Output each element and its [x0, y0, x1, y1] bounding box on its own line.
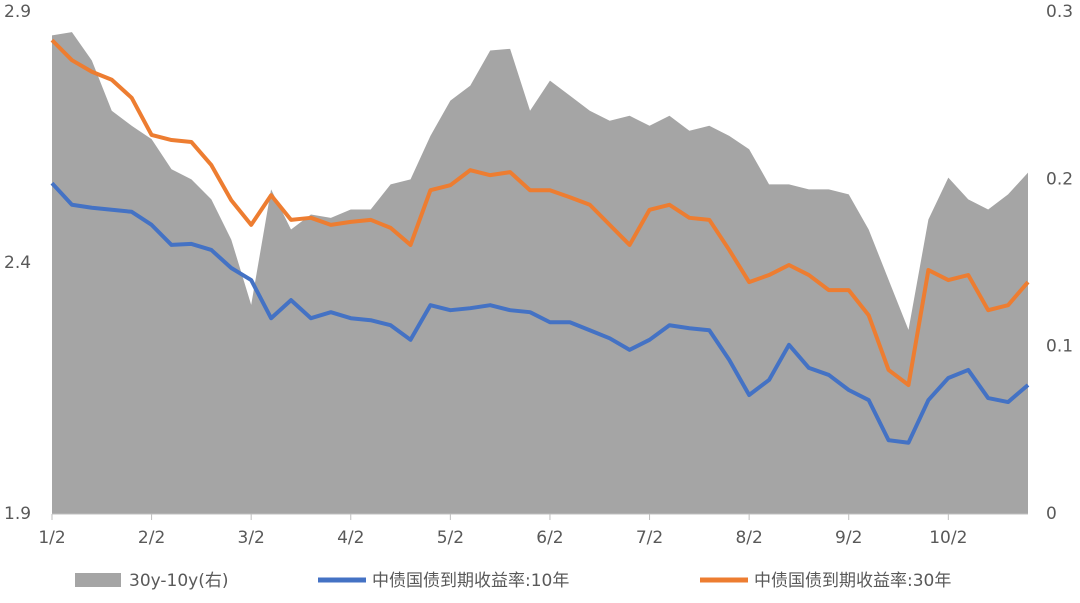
x-tick-label: 7/2 [636, 528, 663, 548]
legend-label: 中债国债到期收益率:30年 [754, 571, 951, 591]
x-tick-label: 9/2 [835, 528, 862, 548]
x-tick-label: 3/2 [238, 528, 265, 548]
legend-label: 30y-10y(右) [129, 571, 229, 591]
x-tick-label: 8/2 [735, 528, 762, 548]
y-tick-label: 2.9 [4, 2, 31, 22]
line [50, 181, 1030, 445]
x-tick-label: 10/2 [929, 528, 967, 548]
line [50, 38, 1030, 387]
y-tick-label: 1.9 [4, 504, 31, 524]
x-tick-label: 4/2 [337, 528, 364, 548]
y-tick-label: 2.4 [4, 253, 31, 273]
area [52, 32, 1028, 514]
x-tick-label: 2/2 [138, 528, 165, 548]
y2-tick-label: 0.2 [1046, 169, 1073, 189]
x-tick-label: 5/2 [437, 528, 464, 548]
y2-tick-label: 0.1 [1046, 337, 1073, 357]
x-tick-label: 6/2 [536, 528, 563, 548]
legend-label: 中债国债到期收益率:10年 [372, 571, 569, 591]
x-tick-label: 1/2 [38, 528, 65, 548]
y2-tick-label: 0.3 [1046, 2, 1073, 22]
legend-swatch [75, 573, 121, 587]
y2-tick-label: 0 [1046, 504, 1057, 524]
